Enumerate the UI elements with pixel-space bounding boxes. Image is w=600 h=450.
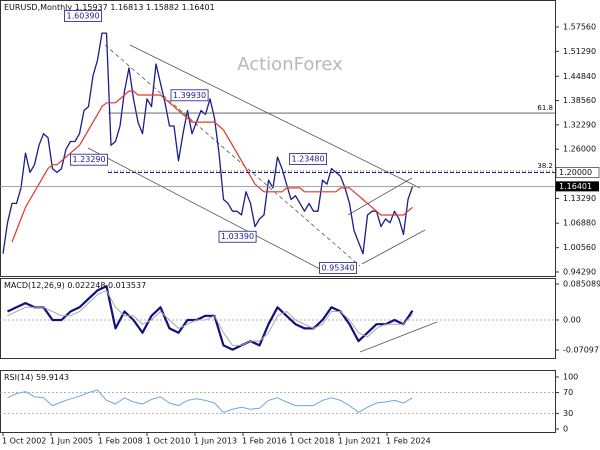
current-price-label: 1.16401 xyxy=(559,182,592,191)
fib-label: 38.2 xyxy=(537,162,553,170)
header-value: 59.9143 xyxy=(36,373,69,382)
y-tick-label: 1.51290 xyxy=(563,47,596,56)
y-tick-label: 1.13290 xyxy=(563,194,596,203)
annotation-label: 1.60390 xyxy=(67,12,100,21)
x-tick-label: 1 Jun 2013 xyxy=(194,437,237,446)
series-line xyxy=(11,90,413,243)
y-tick-label: 1.44840 xyxy=(563,72,596,81)
y-tick-label: 1.32290 xyxy=(563,120,596,129)
annotation-label: 1.39930 xyxy=(173,91,206,100)
header-value: 1.16813 xyxy=(110,3,143,12)
fib-label: 61.8 xyxy=(537,104,553,112)
panel-header: MACD(12,26,9) 0.022248 0.013537 xyxy=(4,281,146,290)
header-value: 1.15882 xyxy=(146,3,179,12)
series-line xyxy=(7,389,413,413)
series-line xyxy=(7,285,414,351)
x-tick-label: 1 Feb 2016 xyxy=(242,437,287,446)
x-tick-label: 1 Feb 2024 xyxy=(386,437,431,446)
annotation-box xyxy=(289,153,327,165)
y-tick-label: 1.38560 xyxy=(563,96,596,105)
header-value: MACD(12,26,9) xyxy=(4,281,65,290)
y-tick-label: 1.00560 xyxy=(563,243,596,252)
header-value: 0.022248 xyxy=(67,281,105,290)
watermark: ActionForex xyxy=(237,54,343,75)
trend-line xyxy=(347,177,413,216)
y-tick-label: 0.085089 xyxy=(563,280,600,289)
panel-header: RSI(14) 59.9143 xyxy=(4,373,69,382)
y-tick-label: -0.070977 xyxy=(563,346,600,355)
x-tick-label: 1 Jun 2021 xyxy=(338,437,381,446)
annotation-box xyxy=(70,153,108,166)
y-tick-label: 30 xyxy=(563,409,573,418)
y-tick-label: 0.00 xyxy=(563,315,581,324)
y-tick-label: 70 xyxy=(563,388,573,397)
annotation-box xyxy=(170,89,209,102)
level-box xyxy=(555,167,600,178)
annotation-label: 1.23290 xyxy=(73,155,106,164)
macd-panel xyxy=(0,278,556,359)
y-tick-label: 100 xyxy=(563,373,578,382)
y-tick-label: 1.57560 xyxy=(563,23,596,32)
level-label: 1.20000 xyxy=(559,168,592,177)
header-value: 1.15937 xyxy=(75,3,108,12)
plot-layer: 1.57560 1.51290 1.44840 1.38560 1.32290 1.260… xyxy=(0,3,600,446)
macd-trend-line xyxy=(359,321,438,353)
series-line xyxy=(2,32,414,255)
x-tick-label: 1 Feb 2008 xyxy=(98,437,143,446)
x-tick-label: 1 Jun 2005 xyxy=(50,437,93,446)
trend-line xyxy=(361,229,426,265)
annotation-box xyxy=(64,10,102,22)
y-tick-label: 0.94290 xyxy=(563,267,596,276)
rsi-panel xyxy=(0,370,556,433)
price-panel xyxy=(0,0,556,277)
header-value: 0.013537 xyxy=(108,281,146,290)
channel-line xyxy=(87,147,323,271)
y-tick-label: 1.26000 xyxy=(563,145,596,154)
x-tick-label: 1 Oct 2010 xyxy=(146,437,190,446)
y-tick-label: 0 xyxy=(563,425,568,434)
current-price-box xyxy=(556,181,599,192)
annotation-label: 0.95340 xyxy=(322,263,355,272)
annotation-label: 1.23480 xyxy=(292,154,325,163)
x-tick-label: 1 Oct 2002 xyxy=(2,437,46,446)
annotation-label: 1.03390 xyxy=(221,232,254,241)
annotation-box xyxy=(319,262,357,274)
series-line xyxy=(7,289,413,346)
annotation-box xyxy=(218,230,257,243)
header-value: RSI(14) xyxy=(4,373,33,382)
y-tick-label: 1.06880 xyxy=(563,219,596,228)
x-tick-label: 1 Oct 2018 xyxy=(290,437,334,446)
channel-line xyxy=(129,44,421,189)
header-value: 1.16401 xyxy=(182,3,215,12)
header-value: EURUSD,Monthly xyxy=(4,3,72,12)
panel-header: EURUSD,Monthly 1.15937 1.16813 1.15882 1… xyxy=(4,3,215,12)
trend-line xyxy=(104,44,361,267)
